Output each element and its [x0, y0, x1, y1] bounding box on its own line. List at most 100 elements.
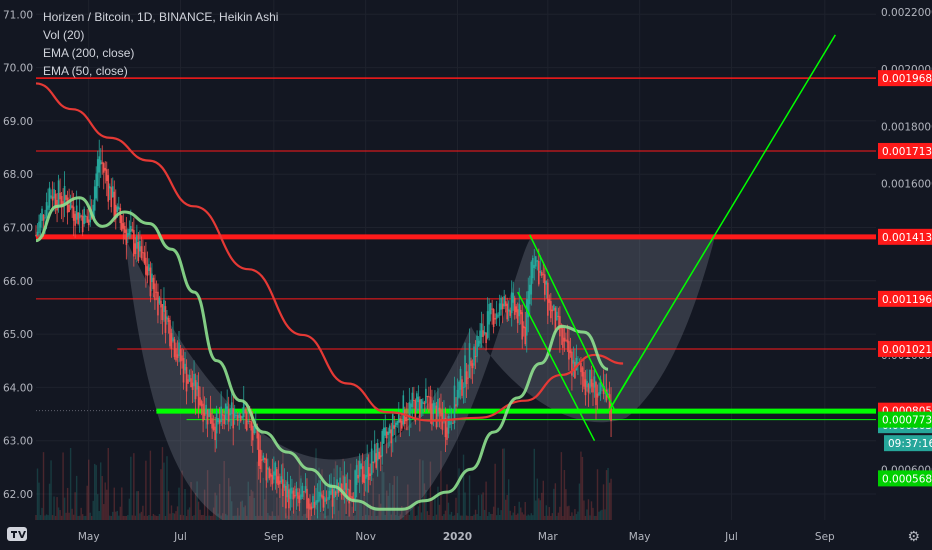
candle-body [595, 382, 597, 406]
volume-bar [538, 498, 540, 520]
right-axis-bg [876, 0, 932, 550]
volume-bar [44, 515, 46, 520]
candle-body [179, 349, 182, 362]
volume-bar [84, 515, 87, 520]
volume-bar [560, 452, 563, 520]
volume-bar [375, 515, 377, 520]
candle-body [164, 306, 167, 333]
candle-body [227, 408, 230, 422]
candle-body [450, 422, 453, 424]
volume-bar [68, 512, 70, 520]
volume-bar [405, 506, 408, 520]
candle-body [38, 221, 40, 234]
volume-bar [131, 515, 134, 520]
candle-body [77, 212, 79, 224]
candle-body [485, 332, 487, 344]
candle-body [108, 186, 111, 189]
candle-body [572, 360, 575, 364]
legend-ema-50[interactable]: EMA (50, close) [43, 64, 128, 78]
candle-body [440, 409, 442, 417]
volume-bar [584, 515, 587, 520]
volume-bar [229, 486, 231, 520]
volume-bar [473, 514, 475, 520]
candle-body [217, 418, 219, 423]
candle-body [294, 494, 296, 497]
volume-bar [262, 477, 265, 520]
settings-gear-icon[interactable]: ⚙ [907, 528, 920, 544]
candle-body [137, 242, 140, 261]
volume-bar [607, 467, 609, 520]
candle-body [283, 484, 286, 488]
volume-bar [453, 515, 456, 520]
candle-body [325, 499, 328, 501]
volume-bar [392, 484, 394, 520]
volume-bar [501, 448, 504, 520]
candle-body [54, 193, 57, 207]
price-tag-label: 0.0017138 [882, 146, 932, 158]
left-tick-label: 68.00 [3, 169, 33, 181]
candle-body [148, 264, 150, 272]
volume-bar [259, 479, 262, 520]
volume-bar [122, 515, 125, 520]
candle-body [568, 341, 570, 360]
candle-body [268, 468, 271, 479]
candle-body [596, 393, 599, 398]
volume-bar [57, 507, 60, 520]
candle-body [197, 385, 200, 409]
volume-bar [468, 475, 471, 520]
volume-bar [267, 512, 269, 520]
volume-bar [130, 456, 132, 520]
candle-body [583, 372, 585, 387]
candle-body [81, 215, 84, 233]
candle-body [413, 399, 415, 401]
volume-bar [72, 514, 75, 520]
volume-bar [556, 515, 558, 520]
candle-body [593, 376, 596, 388]
volume-bar [118, 515, 120, 520]
volume-bar [92, 500, 94, 520]
candle-body [375, 453, 378, 468]
volume-bar [535, 500, 537, 520]
candle-body [455, 404, 457, 407]
candle-body [419, 399, 421, 418]
volume-bar [226, 515, 228, 520]
legend-volume[interactable]: Vol (20) [43, 28, 85, 42]
candle-body [504, 301, 507, 307]
symbol-title[interactable]: Horizen / Bitcoin, 1D, BINANCE, Heikin A… [43, 10, 279, 24]
volume-bar [152, 513, 155, 520]
volume-bar [395, 515, 397, 520]
candle-body [178, 342, 180, 357]
candle-body [431, 403, 433, 425]
time-tick-label: 2020 [443, 531, 472, 543]
volume-bar [273, 515, 275, 520]
candle-body [121, 215, 123, 231]
volume-bar [66, 487, 69, 520]
volume-bar [246, 515, 248, 520]
candle-body [312, 496, 314, 509]
candle-body [63, 185, 66, 205]
candle-body [289, 488, 292, 499]
candle-body [492, 309, 495, 327]
candle-body [304, 486, 307, 492]
candle-body [65, 195, 67, 200]
candlesticks [35, 139, 612, 522]
volume-bar [416, 515, 418, 520]
candle-body [185, 367, 188, 392]
candle-body [230, 402, 233, 415]
candle-body [286, 481, 289, 498]
candle-body [483, 331, 486, 334]
candle-body [521, 312, 524, 340]
volume-bar [133, 453, 135, 520]
tradingview-logo-icon[interactable] [6, 524, 28, 544]
legend-ema-200[interactable]: EMA (200, close) [43, 46, 135, 60]
candle-body [265, 458, 268, 481]
candle-body [122, 223, 125, 229]
candle-body [92, 204, 95, 217]
candle-body [170, 333, 173, 350]
volume-bar [494, 463, 496, 520]
candle-body [391, 414, 394, 437]
volume-bar [45, 514, 48, 520]
volume-bar [310, 514, 313, 520]
volume-bar [163, 462, 165, 520]
